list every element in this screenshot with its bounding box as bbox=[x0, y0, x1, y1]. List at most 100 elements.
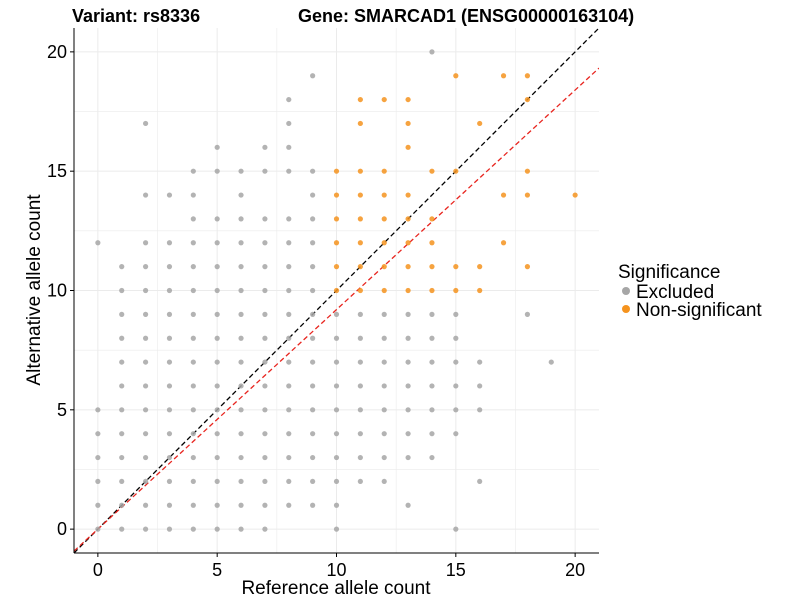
point-excluded bbox=[262, 359, 268, 365]
point-excluded bbox=[166, 454, 173, 461]
point-excluded bbox=[310, 359, 316, 365]
point-excluded bbox=[262, 478, 268, 485]
point-excluded bbox=[119, 454, 125, 461]
point-excluded bbox=[286, 431, 292, 437]
point-excluded bbox=[119, 478, 125, 485]
point-excluded bbox=[262, 264, 268, 270]
point-excluded bbox=[429, 454, 435, 461]
point-non-significant bbox=[333, 240, 340, 246]
point-excluded bbox=[286, 287, 292, 294]
y-tick-label: 20 bbox=[47, 42, 67, 62]
point-excluded bbox=[477, 383, 483, 389]
point-non-significant bbox=[357, 216, 363, 222]
point-excluded bbox=[190, 407, 196, 413]
point-non-significant bbox=[357, 168, 363, 174]
point-excluded bbox=[333, 502, 340, 508]
point-excluded bbox=[381, 407, 387, 413]
point-excluded bbox=[238, 264, 244, 270]
point-excluded bbox=[310, 264, 316, 270]
point-excluded bbox=[381, 311, 387, 317]
point-non-significant bbox=[572, 192, 578, 198]
point-excluded bbox=[214, 144, 220, 150]
point-excluded bbox=[286, 216, 292, 222]
point-excluded bbox=[166, 383, 173, 389]
point-excluded bbox=[310, 383, 316, 389]
point-excluded bbox=[190, 431, 196, 437]
y-tick-label: 15 bbox=[47, 161, 67, 181]
variant-title: Variant: rs8336 bbox=[72, 6, 200, 26]
point-excluded bbox=[166, 240, 173, 246]
point-excluded bbox=[262, 311, 268, 317]
point-excluded bbox=[477, 359, 483, 365]
y-axis-title: Alternative allele count bbox=[24, 194, 45, 386]
point-excluded bbox=[524, 311, 531, 317]
point-excluded bbox=[166, 192, 173, 198]
point-excluded bbox=[310, 478, 316, 485]
point-excluded bbox=[166, 311, 173, 317]
point-excluded bbox=[214, 478, 220, 485]
point-excluded bbox=[310, 168, 316, 174]
point-excluded bbox=[453, 335, 459, 341]
point-non-significant bbox=[333, 264, 340, 270]
point-excluded bbox=[477, 478, 483, 485]
point-excluded bbox=[238, 359, 244, 365]
point-excluded bbox=[190, 287, 196, 294]
point-excluded bbox=[286, 120, 292, 127]
point-excluded bbox=[357, 311, 363, 317]
point-excluded bbox=[142, 120, 149, 127]
point-excluded bbox=[548, 359, 554, 365]
point-excluded bbox=[262, 526, 268, 532]
point-non-significant bbox=[524, 168, 531, 174]
point-excluded bbox=[142, 311, 149, 317]
point-non-significant bbox=[405, 287, 411, 294]
y-tick-label: 5 bbox=[57, 400, 67, 420]
point-excluded bbox=[166, 526, 173, 532]
point-excluded bbox=[310, 240, 316, 246]
point-excluded bbox=[142, 502, 149, 508]
point-excluded bbox=[190, 359, 196, 365]
point-excluded bbox=[119, 359, 125, 365]
point-excluded bbox=[357, 431, 363, 437]
point-excluded bbox=[190, 335, 196, 341]
point-excluded bbox=[95, 526, 101, 532]
legend: Significance Excluded Non-significant bbox=[618, 262, 762, 321]
point-excluded bbox=[142, 526, 149, 532]
point-excluded bbox=[333, 454, 340, 461]
point-non-significant bbox=[500, 240, 507, 246]
point-non-significant bbox=[429, 264, 435, 270]
point-excluded bbox=[262, 335, 268, 341]
gene-title: Gene: SMARCAD1 (ENSG00000163104) bbox=[298, 6, 634, 26]
point-excluded bbox=[429, 335, 435, 341]
point-excluded bbox=[238, 287, 244, 294]
point-excluded bbox=[95, 240, 101, 246]
point-excluded bbox=[214, 383, 220, 389]
point-excluded bbox=[333, 311, 340, 317]
point-excluded bbox=[286, 144, 292, 150]
point-excluded bbox=[453, 431, 459, 437]
point-non-significant bbox=[453, 73, 459, 79]
point-non-significant bbox=[405, 96, 411, 103]
point-excluded bbox=[310, 407, 316, 413]
point-excluded bbox=[119, 335, 125, 341]
point-excluded bbox=[190, 168, 196, 174]
point-excluded bbox=[453, 526, 459, 532]
point-excluded bbox=[310, 192, 316, 198]
point-excluded bbox=[310, 287, 316, 294]
point-excluded bbox=[166, 478, 173, 485]
point-non-significant bbox=[524, 73, 531, 79]
point-excluded bbox=[310, 216, 316, 222]
point-excluded bbox=[453, 311, 459, 317]
point-non-significant bbox=[333, 192, 340, 198]
point-excluded bbox=[95, 454, 101, 461]
point-excluded bbox=[214, 335, 220, 341]
point-excluded bbox=[142, 383, 149, 389]
data-points bbox=[95, 49, 578, 532]
point-non-significant bbox=[453, 264, 459, 270]
point-excluded bbox=[214, 240, 220, 246]
point-excluded bbox=[286, 240, 292, 246]
point-non-significant bbox=[381, 216, 387, 222]
legend-label-non-significant: Non-significant bbox=[636, 300, 762, 321]
point-excluded bbox=[453, 359, 459, 365]
point-non-significant bbox=[405, 192, 411, 198]
